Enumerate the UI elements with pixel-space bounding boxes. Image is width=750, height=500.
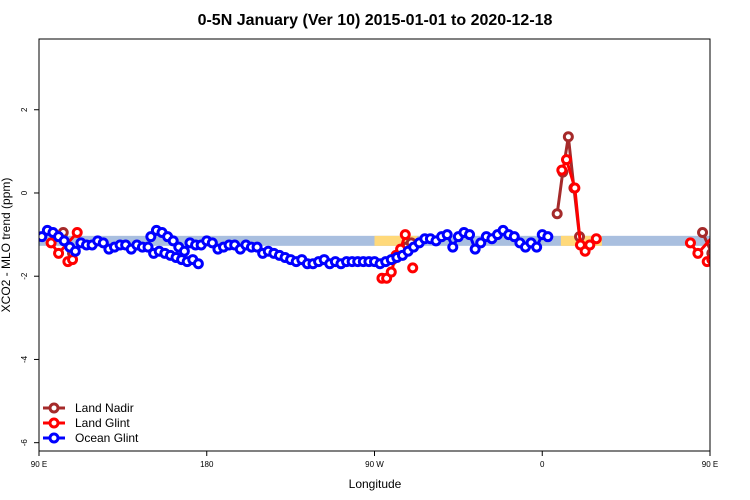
data-point [385,266,397,278]
legend-label: Land Nadir [75,401,134,415]
data-point [560,154,572,166]
legend-item: Ocean Glint [43,431,139,445]
y-tick-label: 2 [20,107,29,112]
y-axis: -6 -4 -2 0 2 [20,107,39,446]
x-tick-label: 90 E [31,460,47,469]
data-point [542,231,554,243]
y-axis-label: XCO2 - MLO trend (ppm) [0,178,13,313]
legend-item: Land Nadir [43,401,134,415]
data-point [399,229,411,241]
data-point [97,237,109,249]
data-point [713,229,721,237]
x-axis: 90 E 180 90 W 0 90 E [31,451,718,469]
data-point [684,237,696,249]
data-point [407,262,419,274]
data-point [447,241,459,253]
data-point [192,258,204,270]
legend-marker [48,432,60,444]
data-point [464,229,476,241]
data-point [53,247,65,259]
series-layer [39,131,721,284]
data-point [69,245,81,257]
legend-item: Land Glint [43,416,130,430]
data-point [441,229,453,241]
data-point [45,237,57,249]
data-point [569,182,581,194]
data-point [531,241,543,253]
y-tick-label: -4 [20,355,29,363]
data-point [251,241,263,253]
data-point [551,208,563,220]
data-point [206,237,218,249]
legend-label: Land Glint [75,416,130,430]
x-axis-label: Longitude [349,477,402,491]
y-tick-label: -6 [20,439,29,447]
data-point [145,231,157,243]
data-point [67,254,79,266]
legend-marker [48,417,60,429]
data-point [556,164,568,176]
band-land-1 [374,235,418,246]
data-point [697,227,709,239]
data-point [469,243,481,255]
data-point [562,131,574,143]
x-tick-label: 90 W [365,460,384,469]
legend-label: Ocean Glint [75,431,139,445]
x-tick-label: 90 E [702,460,718,469]
data-point [475,237,487,249]
data-point [142,241,154,253]
data-point [706,254,710,265]
chart-title: 0-5N January (Ver 10) 2015-01-01 to 2020… [198,12,553,29]
series-ocean-glint [39,224,554,270]
y-tick-label: 0 [20,190,29,195]
data-point [584,239,596,251]
data-point [590,233,602,245]
x-tick-label: 0 [540,460,545,469]
x-tick-label: 180 [200,460,214,469]
data-point [167,235,179,247]
data-point [58,235,70,247]
data-point [692,247,704,259]
data-point [508,231,520,243]
data-point [178,245,190,257]
y-tick-label: -2 [20,272,29,280]
data-point [71,227,83,239]
legend-marker [48,402,60,414]
